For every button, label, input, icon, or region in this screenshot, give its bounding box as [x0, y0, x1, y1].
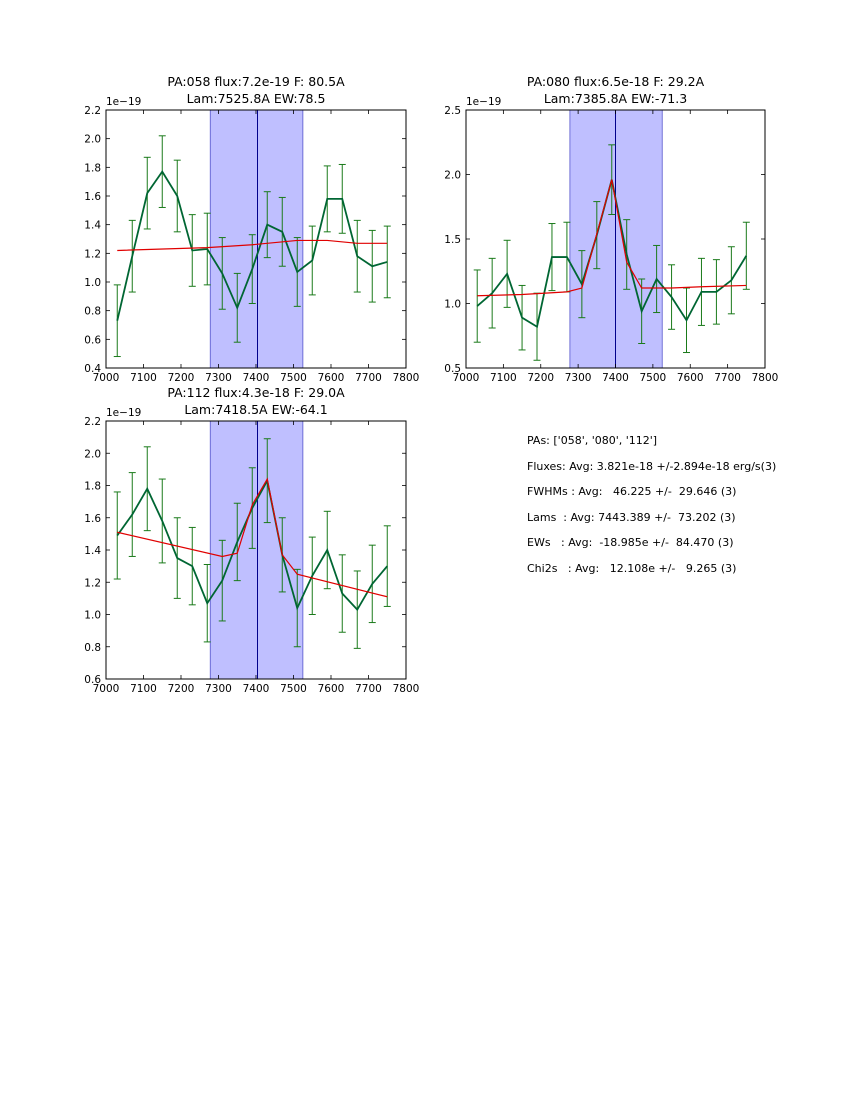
x-tick-label: 7200 — [168, 372, 195, 384]
y-exponent-label: 1e−19 — [466, 96, 501, 108]
chart-title: PA:058 flux:7.2e-19 F: 80.5A — [167, 74, 345, 89]
fit-window-band — [209, 420, 304, 680]
y-tick-label: 1.8 — [84, 162, 101, 174]
y-tick-label: 1.8 — [84, 481, 101, 493]
y-tick-label: 2.0 — [84, 134, 101, 146]
x-tick-label: 7100 — [490, 372, 517, 384]
chart-panel-2: 7000 7100 7200 7300 7400 7500 7600 7700 7800 0.5 1… — [444, 74, 778, 384]
errorbar — [473, 269, 481, 343]
x-tick-label: 7800 — [393, 683, 420, 695]
fit-window-band — [209, 109, 304, 369]
model-fit-line — [117, 239, 388, 252]
chart-subtitle: Lam:7385.8A EW:-71.3 — [544, 91, 687, 106]
x-tick-label: 7100 — [130, 372, 157, 384]
y-tick-label: 1.6 — [84, 513, 101, 525]
x-tick-label: 7400 — [243, 372, 270, 384]
x-tick-label: 7600 — [677, 372, 704, 384]
x-tick-label: 7000 — [453, 372, 480, 384]
summary-chi2s: Chi2s : Avg: 12.108e +/- 9.265 (3) — [527, 561, 737, 575]
summary-fluxes: Fluxes: Avg: 3.821e-18 +/-2.894e-18 erg/… — [527, 459, 777, 473]
y-tick-label: 0.6 — [84, 674, 101, 686]
data-series-line — [116, 478, 388, 612]
y-tick-label: 1.2 — [84, 577, 101, 589]
x-tick-label: 7400 — [243, 683, 270, 695]
x-tick-label: 7500 — [280, 372, 307, 384]
chart-subtitle: Lam:7525.8A EW:78.5 — [187, 91, 326, 106]
summary-pas: PAs: ['058', '080', '112'] — [527, 434, 658, 447]
data-series-line — [116, 169, 388, 321]
x-tick-label: 7700 — [355, 683, 382, 695]
y-exponent-label: 1e−19 — [106, 96, 141, 108]
y-tick-label: 0.8 — [84, 306, 101, 318]
y-tick-label: 2.0 — [444, 170, 461, 182]
x-tick-label: 7600 — [318, 683, 345, 695]
x-tick-label: 7400 — [602, 372, 629, 384]
model-fit-line — [477, 179, 747, 297]
y-tick-label: 0.5 — [444, 363, 461, 375]
model-fit-line — [117, 477, 388, 598]
y-tick-label: 2.2 — [84, 416, 101, 428]
errorbar — [113, 491, 121, 580]
y-tick-label: 1.2 — [84, 248, 101, 260]
y-tick-label: 2.5 — [444, 105, 461, 117]
chart-panel-3: 7000 7100 7200 7300 7400 7500 7600 7700 7800 0.6 0… — [84, 385, 419, 695]
x-tick-label: 7100 — [130, 683, 157, 695]
x-tick-label: 7200 — [527, 372, 554, 384]
y-tick-label: 1.0 — [84, 610, 101, 622]
errorbar — [742, 221, 750, 290]
y-tick-label: 0.8 — [84, 642, 101, 654]
x-tick-label: 7300 — [205, 683, 232, 695]
x-tick-label: 7800 — [393, 372, 420, 384]
x-tick-label: 7600 — [318, 372, 345, 384]
y-tick-label: 1.6 — [84, 191, 101, 203]
y-tick-label: 1.4 — [84, 220, 101, 232]
y-exponent-label: 1e−19 — [106, 407, 141, 419]
x-tick-label: 7200 — [168, 683, 195, 695]
x-tick-label: 7300 — [565, 372, 592, 384]
y-tick-label: 2.0 — [84, 448, 101, 460]
x-tick-label: 7500 — [280, 683, 307, 695]
x-tick-label: 7800 — [752, 372, 779, 384]
y-tick-label: 1.0 — [84, 277, 101, 289]
chart-title: PA:112 flux:4.3e-18 F: 29.0A — [167, 385, 345, 400]
y-tick-label: 0.4 — [84, 363, 101, 375]
x-tick-label: 7300 — [205, 372, 232, 384]
fit-window-band — [569, 109, 663, 369]
y-tick-label: 0.6 — [84, 334, 101, 346]
chart-title: PA:080 flux:6.5e-18 F: 29.2A — [527, 74, 705, 89]
x-tick-label: 7500 — [640, 372, 667, 384]
y-tick-label: 2.2 — [84, 105, 101, 117]
x-tick-label: 7700 — [355, 372, 382, 384]
x-tick-label: 7000 — [93, 683, 120, 695]
y-tick-label: 1.4 — [84, 545, 101, 557]
summary-lams: Lams : Avg: 7443.389 +/- 73.202 (3) — [527, 510, 736, 524]
chart-subtitle: Lam:7418.5A EW:-64.1 — [184, 402, 327, 417]
x-tick-label: 7700 — [714, 372, 741, 384]
summary-fwhms: FWHMs : Avg: 46.225 +/- 29.646 (3) — [527, 485, 737, 499]
summary-stats: PAs: ['058', '080', '112'] Fluxes: Avg: … — [527, 434, 776, 588]
chart-panel-1: 7000 7100 7200 7300 7400 7500 7600 7700 7800 0.4 0… — [84, 74, 419, 384]
x-tick-label: 7000 — [93, 372, 120, 384]
y-tick-label: 1.0 — [444, 299, 461, 311]
summary-ews: EWs : Avg: -18.985e +/- 84.470 (3) — [527, 536, 734, 550]
y-tick-label: 1.5 — [444, 234, 461, 246]
